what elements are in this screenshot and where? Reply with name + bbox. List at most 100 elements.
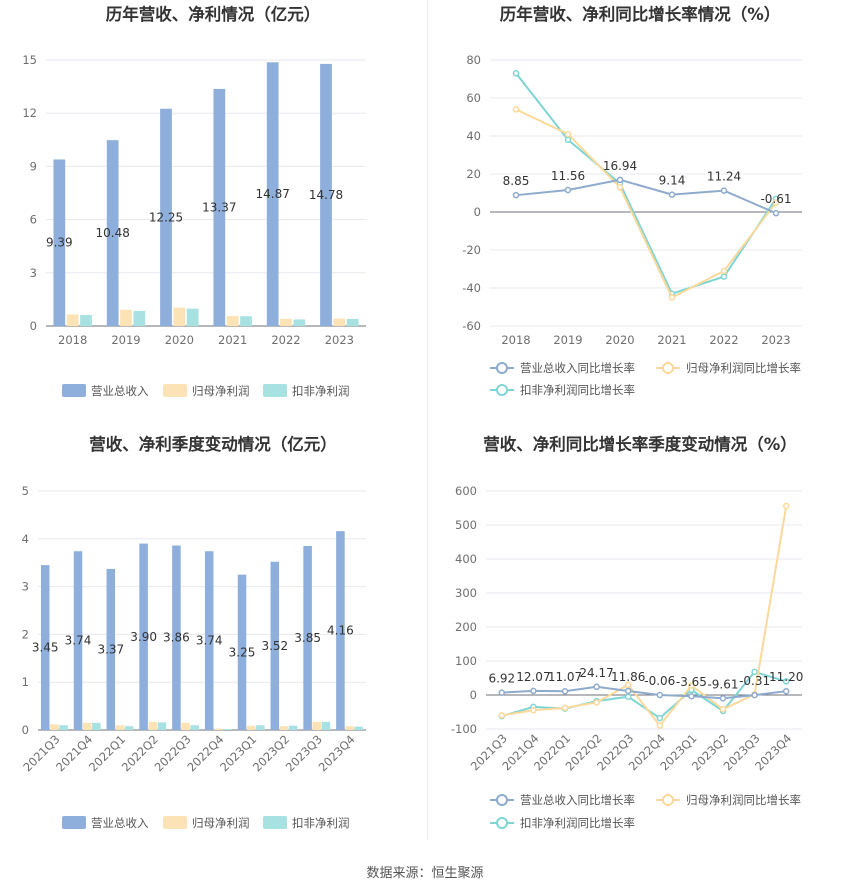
bar bbox=[173, 307, 186, 326]
bar bbox=[213, 88, 226, 326]
line-point bbox=[624, 687, 632, 695]
y-tick-label: 400 bbox=[455, 552, 477, 566]
line-point bbox=[782, 502, 790, 510]
y-tick-label: 12 bbox=[22, 106, 37, 120]
x-tick-label: 2022 bbox=[709, 333, 738, 347]
chart-title: 历年营收、净利情况（亿元） bbox=[106, 4, 321, 24]
line-point bbox=[561, 704, 569, 712]
line-point bbox=[751, 691, 758, 699]
bar bbox=[256, 725, 265, 730]
data-label: 11.20 bbox=[769, 670, 803, 684]
data-label: -9.61 bbox=[707, 677, 738, 691]
bar bbox=[288, 725, 298, 730]
y-tick-label: 200 bbox=[455, 620, 477, 634]
y-tick-label: 3 bbox=[30, 266, 37, 280]
data-label: -0.31 bbox=[739, 674, 770, 688]
legend-marker bbox=[496, 817, 508, 829]
y-tick-label: 4 bbox=[22, 532, 29, 546]
data-source: 数据来源：恒生聚源 bbox=[366, 866, 484, 881]
bar bbox=[40, 565, 50, 730]
line-point bbox=[772, 209, 780, 217]
annual-amount-svg: 历年营收、净利情况（亿元） 0 3 6 9 12 15 2018 2019 2020 2021 202… bbox=[22, 4, 366, 398]
bar bbox=[73, 551, 83, 730]
bar bbox=[237, 574, 247, 730]
bar bbox=[82, 722, 92, 730]
bar bbox=[293, 319, 306, 326]
data-label: 11.24 bbox=[707, 170, 741, 184]
data-label: 10.48 bbox=[95, 226, 129, 240]
x-tick-label: 2019 bbox=[553, 333, 582, 347]
data-label: 8.85 bbox=[503, 174, 530, 188]
legend-swatch bbox=[163, 816, 187, 829]
x-tick-label: 2018 bbox=[501, 333, 530, 347]
bar bbox=[336, 531, 345, 730]
chart-title: 营收、净利季度变动情况（亿元） bbox=[89, 434, 337, 454]
line-point bbox=[498, 689, 506, 696]
bar bbox=[226, 315, 239, 326]
line-point bbox=[668, 294, 676, 301]
bar bbox=[345, 726, 354, 730]
bar bbox=[204, 551, 214, 730]
bar bbox=[321, 721, 331, 730]
y-tick-label: 600 bbox=[455, 484, 477, 498]
legend-marker bbox=[496, 362, 508, 374]
legend-swatch bbox=[62, 384, 86, 397]
data-label: 12.07 bbox=[516, 670, 550, 684]
series-line bbox=[515, 178, 777, 215]
legend-swatch bbox=[163, 384, 187, 397]
line-point bbox=[512, 70, 520, 77]
bar bbox=[50, 724, 59, 730]
bar bbox=[214, 728, 223, 730]
x-tick-label: 2020 bbox=[605, 333, 634, 347]
legend-label: 扣非净利润同比增长率 bbox=[520, 816, 635, 830]
bar bbox=[354, 726, 364, 730]
bar bbox=[270, 561, 280, 730]
bar bbox=[92, 722, 101, 730]
data-label: -0.06 bbox=[644, 674, 675, 688]
x-tick-label: 2023Q4 bbox=[316, 732, 358, 774]
bar bbox=[59, 725, 68, 730]
data-label: 24.17 bbox=[579, 666, 613, 680]
y-tick-label: 0 bbox=[470, 688, 477, 702]
y-tick-label: 1 bbox=[22, 675, 29, 689]
x-tick-label: 2021 bbox=[218, 333, 247, 347]
x-tick-label: 2021 bbox=[657, 333, 686, 347]
bar bbox=[266, 62, 279, 327]
y-tick-label: 15 bbox=[22, 53, 37, 67]
legend-label: 归母净利润 bbox=[192, 816, 250, 830]
y-tick-label: 300 bbox=[455, 586, 477, 600]
data-label: 3.90 bbox=[130, 630, 157, 644]
data-label: 12.25 bbox=[149, 210, 183, 224]
line-point bbox=[624, 681, 632, 689]
y-tick-label: 0 bbox=[22, 723, 29, 737]
y-tick-label: 80 bbox=[466, 53, 481, 67]
legend-label: 归母净利润同比增长率 bbox=[686, 361, 801, 375]
legend-marker bbox=[662, 794, 674, 806]
data-label: 14.78 bbox=[309, 188, 343, 202]
bar bbox=[133, 310, 146, 326]
bar bbox=[190, 725, 200, 730]
bar bbox=[53, 159, 66, 326]
legend-marker bbox=[662, 362, 674, 374]
legend-marker bbox=[496, 794, 508, 806]
line-point bbox=[656, 714, 664, 722]
line-point bbox=[593, 683, 600, 691]
line-point bbox=[530, 687, 537, 695]
line-point bbox=[616, 176, 624, 184]
data-label: -0.61 bbox=[760, 192, 791, 206]
line-point bbox=[498, 712, 506, 719]
chart-annual-amount: 历年营收、净利情况（亿元） 0 3 6 9 12 15 2018 2019 2020 2021 202… bbox=[0, 0, 427, 410]
quarter-growth-svg: 营收、净利同比增长率季度变动情况（%） -100 0 100 200 300 400 500 6… bbox=[451, 434, 803, 830]
bar bbox=[160, 108, 172, 327]
line-point bbox=[512, 106, 520, 113]
chart-title: 历年营收、净利同比增长率情况（%） bbox=[500, 4, 781, 24]
line-point bbox=[688, 692, 695, 700]
chart-quarter-amount: 营收、净利季度变动情况（亿元） 0 1 2 3 4 5 2021Q3 2021Q4 2022Q1 2… bbox=[0, 420, 427, 845]
legend-label: 营业总收入同比增长率 bbox=[520, 793, 635, 807]
legend-label: 营业总收入同比增长率 bbox=[520, 361, 635, 375]
line-point bbox=[656, 691, 664, 699]
series-line bbox=[501, 670, 787, 720]
x-tick-label: 2019 bbox=[111, 333, 140, 347]
line-point bbox=[561, 687, 569, 695]
legend-swatch bbox=[263, 816, 287, 829]
